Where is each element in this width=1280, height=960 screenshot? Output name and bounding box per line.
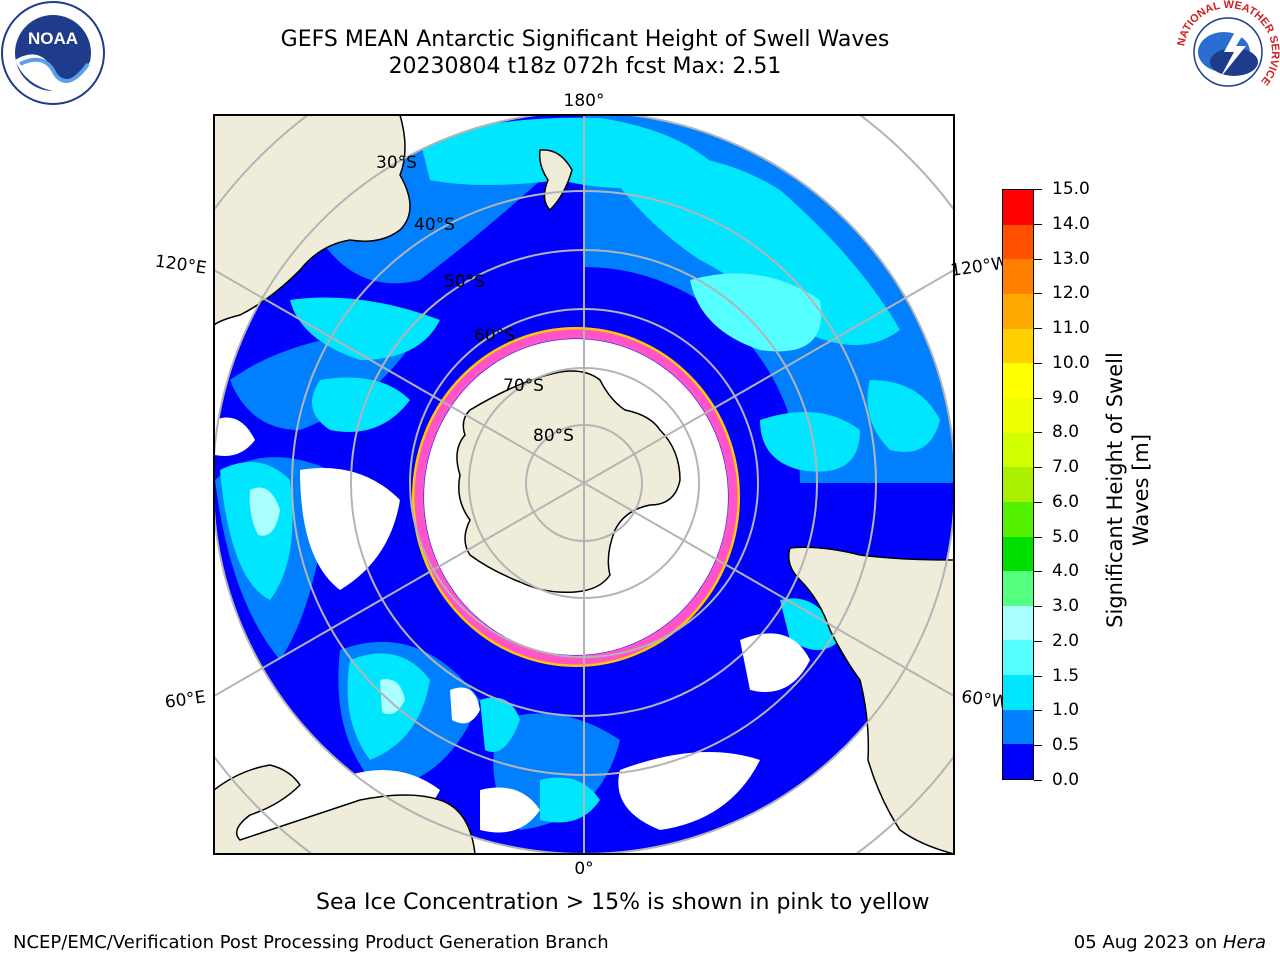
colorbar-tick [1034,710,1042,712]
colorbar-tick-label: 3.0 [1052,596,1080,617]
lon-label-0: 0° [574,859,593,879]
colorbar-segment [1003,294,1033,329]
colorbar-tick [1034,606,1042,608]
colorbar-tick [1034,293,1042,295]
colorbar-segment [1003,328,1033,364]
lon-label-120e: 120°E [154,252,208,279]
colorbar-tick-label: 14.0 [1052,213,1090,234]
colorbar-tick [1034,223,1042,225]
colorbar-segment [1003,397,1033,433]
nws-logo: NATIONAL WEATHER SERVICE [1176,0,1280,102]
colorbar-tick-label: 8.0 [1052,422,1080,443]
colorbar-tick-label: 2.0 [1052,630,1080,651]
colorbar-tick-label: 0.5 [1052,735,1080,756]
lon-label-60e: 60°E [164,687,207,712]
graticule [214,115,954,854]
colorbar-tick-label: 15.0 [1052,179,1090,199]
colorbar-tick [1034,397,1042,399]
colorbar-tick [1034,467,1042,469]
colorbar-segment [1003,536,1033,572]
lat-label-30s: 30°S [376,153,417,173]
new-zealand-landmass [538,149,573,212]
footer-credit: NCEP/EMC/Verification Post Processing Pr… [13,932,609,953]
colorbar-tick-label: 11.0 [1052,318,1090,339]
colorbar-segment [1003,224,1033,260]
colorbar-tick [1034,571,1042,573]
map-frame [213,114,955,855]
colorbar-segment [1003,467,1033,502]
colorbar-tick-label: 13.0 [1052,248,1090,269]
colorbar-tick [1034,362,1042,364]
footer-date: 05 Aug 2023 on Hera [1074,932,1266,953]
colorbar-segment [1003,709,1033,745]
colorbar-tick [1034,745,1042,747]
colorbar-tick [1034,501,1042,503]
colorbar-segment [1003,675,1033,710]
colorbar-tick-label: 4.0 [1052,561,1080,582]
colorbar-tick [1034,780,1042,781]
footer-date-text: 05 Aug 2023 on [1073,932,1223,953]
sea-ice-edge-outer [412,327,740,667]
colorbar-tick [1034,328,1042,330]
colorbar-tick-label: 9.0 [1052,387,1080,408]
colorbar-segment [1003,744,1033,779]
colorbar-tick [1034,189,1042,190]
colorbar-tick-label: 1.5 [1052,665,1080,686]
sea-ice-edge [414,329,738,665]
colorbar-tick-label: 10.0 [1052,352,1090,373]
lat-label-70s: 70°S [503,376,544,396]
australia-landmass [214,115,411,326]
colorbar-tick-label: 12.0 [1052,283,1090,304]
africa-landmass [214,764,476,854]
colorbar-segment [1003,571,1033,606]
colorbar-tick-label: 1.0 [1052,700,1080,721]
colorbar-tick-label: 7.0 [1052,457,1080,478]
chart-subtitle: 20230804 t18z 072h fcst Max: 2.51 [388,54,782,79]
colorbar-segment [1003,190,1033,225]
lat-label-60s: 60°S [474,326,515,346]
colorbar-segment [1003,363,1033,398]
colorbar-segment [1003,259,1033,295]
colorbar [1002,189,1034,780]
chart-title: GEFS MEAN Antarctic Significant Height o… [280,27,890,52]
lat-label-40s: 40°S [414,215,455,235]
lon-label-180: 180° [564,91,605,111]
colorbar-tick-label: 5.0 [1052,526,1080,547]
antarctica-landmass [456,370,681,594]
lon-label-120w: 120°W [949,253,1009,281]
svg-text:NOAA: NOAA [28,29,78,48]
colorbar-tick [1034,258,1042,260]
lat-label-50s: 50°S [444,272,485,292]
colorbar-tick-label: 0.0 [1052,770,1080,790]
colorbar-tick [1034,675,1042,677]
footer-machine: Hera [1222,932,1266,953]
colorbar-tick [1034,432,1042,434]
colorbar-tick-label: 6.0 [1052,491,1080,512]
caption: Sea Ice Concentration > 15% is shown in … [316,890,930,915]
colorbar-segment [1003,640,1033,676]
colorbar-title: Significant Height of Swell Waves [m] [1103,352,1153,628]
lat-label-80s: 80°S [533,426,574,446]
colorbar-tick [1034,536,1042,538]
colorbar-segment [1003,605,1033,641]
noaa-logo: NOAA [1,1,105,105]
colorbar-tick [1034,640,1042,642]
colorbar-segment [1003,432,1033,468]
colorbar-segment [1003,501,1033,537]
